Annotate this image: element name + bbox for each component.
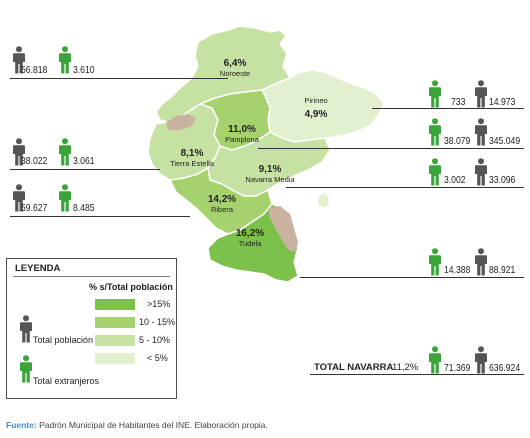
legend-subtitle: % s/Total población [89, 282, 173, 292]
label-pirineo: Pirineo 4,9% [296, 96, 336, 120]
legend-swatch-5-10 [95, 335, 135, 346]
leader-line-pirineo [372, 108, 524, 110]
total-tierra-estella: 38.022 [21, 155, 48, 167]
legend-swatch-gt15 [95, 299, 135, 310]
person-total-icon [474, 80, 488, 108]
legend-foreign-label: Total extranjeros [33, 376, 100, 386]
total-pamplona: 345.049 [489, 135, 521, 147]
enclave-petilla [268, 206, 298, 252]
name-tierra-estella: Tierra Estella [170, 159, 214, 168]
region-pirineo-enclave [317, 191, 331, 209]
total-noroeste: 56.818 [21, 64, 48, 76]
total-total: 636.924 [489, 362, 521, 374]
total-foreign: 71.369 [444, 362, 471, 374]
name-ribera: Ribera [210, 205, 234, 214]
legend-range-lt5: < 5% [147, 353, 168, 363]
person-total-icon [12, 138, 26, 166]
foreign-pamplona: 38.079 [444, 135, 471, 147]
legend-range-5-10: 5 - 10% [139, 335, 171, 345]
name-noroeste: Noroeste [219, 69, 251, 78]
source-text: Padrón Municipal de Habitantes del INE. … [39, 420, 268, 430]
name-navarra-media: Navarra Media [245, 175, 295, 184]
label-navarra-media: 9,1% Navarra Media [244, 164, 296, 184]
person-foreign-icon [428, 248, 442, 276]
foreign-tudela: 14.388 [444, 264, 471, 276]
foreign-ribera: 8.485 [73, 202, 95, 214]
person-foreign-icon [58, 184, 72, 212]
person-total-icon [474, 346, 488, 374]
legend-divider [13, 276, 170, 277]
foreign-navarra-media: 3.002 [444, 174, 466, 186]
total-pct: 11,2% [392, 362, 419, 373]
total-label: TOTAL NAVARRA [314, 362, 394, 373]
person-foreign-icon [19, 355, 33, 383]
legend-swatch-lt5 [95, 353, 135, 364]
total-navarra-media: 33.096 [489, 174, 516, 186]
pct-ribera: 14,2% [207, 194, 237, 205]
label-noroeste: 6,4% Noroeste [212, 58, 258, 78]
person-foreign-icon [428, 118, 442, 146]
leader-line-noroeste [10, 78, 228, 80]
leader-line-tudela [300, 277, 524, 279]
foreign-pirineo: 733 [451, 96, 466, 108]
leader-line-ribera [10, 216, 190, 218]
pct-tierra-estella: 8,1% [180, 148, 204, 159]
label-pamplona: 11,0% Pamplona [220, 124, 264, 144]
foreign-noroeste: 3.610 [73, 64, 95, 76]
person-total-icon [12, 46, 26, 74]
person-total-icon [12, 184, 26, 212]
pct-navarra-media: 9,1% [258, 164, 282, 175]
person-foreign-icon [58, 138, 72, 166]
person-foreign-icon [58, 46, 72, 74]
legend-total-label: Total población [33, 335, 94, 345]
label-tierra-estella: 8,1% Tierra Estella [168, 148, 216, 168]
foreign-tierra-estella: 3.061 [73, 155, 95, 167]
leader-line-pamplona [258, 148, 524, 150]
enclave-treviño [166, 114, 196, 130]
total-pirineo: 14.973 [489, 96, 516, 108]
leader-line-tierra-estella [10, 169, 160, 171]
person-foreign-icon [428, 158, 442, 186]
leader-line-navarra-media [286, 187, 524, 189]
person-total-icon [474, 158, 488, 186]
pct-tudela: 16,2% [235, 228, 265, 239]
source-label: Fuente: [6, 420, 37, 430]
legend-swatch-10-15 [95, 317, 135, 328]
name-tudela: Tudela [238, 239, 262, 248]
name-pirineo: Pirineo [304, 96, 328, 105]
legend: LEYENDA % s/Total población Total poblac… [6, 258, 177, 399]
person-total-icon [19, 315, 33, 343]
leader-line-total [310, 374, 524, 376]
label-ribera: 14,2% Ribera [202, 194, 242, 214]
person-foreign-icon [428, 346, 442, 374]
name-pamplona: Pamplona [225, 135, 259, 144]
legend-title: LEYENDA [15, 263, 61, 274]
legend-range-10-15: 10 - 15% [139, 317, 176, 327]
pct-noroeste: 6,4% [223, 58, 247, 69]
pct-pamplona: 11,0% [228, 124, 256, 135]
total-tudela: 88.921 [489, 264, 516, 276]
source-note: Fuente: Padrón Municipal de Habitantes d… [6, 420, 268, 430]
legend-range-gt15: >15% [147, 299, 171, 309]
label-tudela: 16,2% Tudela [232, 228, 268, 248]
pct-pirineo: 4,9% [304, 109, 328, 120]
person-total-icon [474, 118, 488, 146]
person-foreign-icon [428, 80, 442, 108]
person-total-icon [474, 248, 488, 276]
total-ribera: 59.627 [21, 202, 48, 214]
